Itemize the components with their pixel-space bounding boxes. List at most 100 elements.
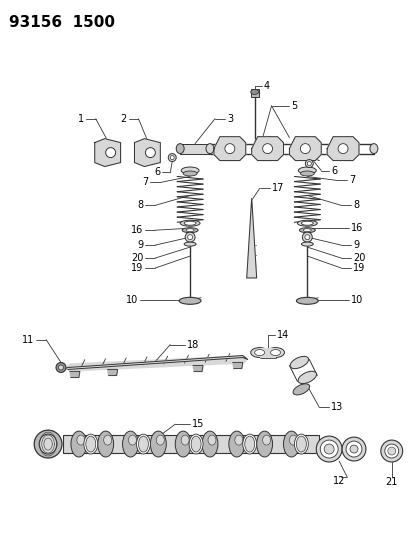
Ellipse shape (296, 436, 306, 452)
Circle shape (56, 362, 66, 373)
Polygon shape (63, 356, 247, 369)
Text: 8: 8 (352, 200, 358, 211)
Text: 20: 20 (131, 253, 143, 263)
Text: 9: 9 (352, 240, 358, 250)
Ellipse shape (34, 430, 62, 458)
Circle shape (337, 144, 347, 154)
Ellipse shape (296, 297, 318, 304)
Circle shape (300, 144, 310, 154)
Circle shape (105, 148, 115, 158)
Circle shape (145, 148, 155, 158)
Ellipse shape (184, 221, 196, 225)
Ellipse shape (290, 357, 308, 369)
Ellipse shape (299, 228, 315, 233)
Ellipse shape (138, 436, 148, 452)
Ellipse shape (136, 434, 150, 454)
Ellipse shape (300, 171, 313, 176)
Circle shape (301, 232, 311, 242)
Ellipse shape (270, 350, 280, 356)
Ellipse shape (85, 436, 95, 452)
Ellipse shape (181, 435, 189, 445)
Circle shape (305, 159, 313, 167)
Ellipse shape (294, 434, 308, 454)
Text: 1: 1 (78, 114, 83, 124)
Ellipse shape (186, 229, 194, 232)
Text: 6: 6 (330, 166, 337, 175)
Ellipse shape (39, 434, 57, 454)
Text: 7: 7 (348, 175, 354, 185)
Circle shape (262, 144, 272, 154)
Circle shape (380, 440, 402, 462)
Text: 9: 9 (137, 240, 143, 250)
Ellipse shape (128, 435, 136, 445)
Ellipse shape (262, 435, 270, 445)
Text: 93156  1500: 93156 1500 (9, 15, 115, 30)
Text: 4: 4 (263, 81, 269, 91)
Text: 13: 13 (330, 402, 342, 412)
Text: 7: 7 (142, 177, 148, 188)
Bar (63, 435, 318, 453)
Ellipse shape (103, 435, 112, 445)
Ellipse shape (189, 434, 202, 454)
Bar (259, 348, 275, 358)
Text: 16: 16 (350, 223, 362, 233)
Ellipse shape (292, 384, 309, 395)
Circle shape (170, 156, 174, 159)
Circle shape (306, 161, 311, 166)
Text: 10: 10 (126, 295, 138, 305)
Polygon shape (326, 136, 358, 160)
Text: 14: 14 (276, 329, 288, 340)
Ellipse shape (297, 372, 316, 384)
Ellipse shape (97, 431, 113, 457)
Ellipse shape (283, 431, 299, 457)
Ellipse shape (184, 242, 196, 246)
Polygon shape (192, 366, 202, 372)
Ellipse shape (156, 435, 164, 445)
Ellipse shape (179, 297, 201, 304)
Text: 8: 8 (137, 200, 143, 211)
Ellipse shape (289, 435, 297, 445)
Ellipse shape (250, 348, 268, 358)
Ellipse shape (316, 436, 341, 462)
Polygon shape (134, 139, 160, 166)
Ellipse shape (345, 441, 361, 457)
Circle shape (224, 144, 234, 154)
Text: 19: 19 (352, 263, 364, 273)
Text: 2: 2 (120, 114, 126, 124)
Polygon shape (107, 369, 117, 375)
Text: 15: 15 (192, 419, 204, 429)
Text: 5: 5 (291, 101, 297, 111)
Ellipse shape (254, 350, 264, 356)
Ellipse shape (183, 171, 197, 176)
Ellipse shape (207, 435, 216, 445)
Ellipse shape (191, 436, 201, 452)
Ellipse shape (323, 444, 333, 454)
Ellipse shape (266, 348, 284, 358)
Ellipse shape (244, 436, 254, 452)
Polygon shape (289, 136, 320, 160)
Text: 21: 21 (385, 477, 397, 487)
Ellipse shape (303, 229, 311, 232)
Text: 12: 12 (332, 476, 344, 486)
Ellipse shape (256, 431, 272, 457)
Polygon shape (232, 362, 242, 368)
Text: 18: 18 (187, 340, 199, 350)
Circle shape (185, 232, 195, 242)
Text: 6: 6 (154, 167, 160, 177)
Polygon shape (246, 198, 256, 278)
Ellipse shape (180, 220, 199, 226)
Bar (250, 89, 258, 97)
Ellipse shape (301, 242, 313, 246)
Circle shape (58, 365, 63, 370)
Circle shape (187, 235, 192, 240)
Ellipse shape (122, 431, 138, 457)
Ellipse shape (182, 228, 197, 233)
Polygon shape (214, 136, 245, 160)
Ellipse shape (320, 440, 337, 458)
Ellipse shape (71, 431, 87, 457)
Text: 20: 20 (352, 253, 365, 263)
Text: 10: 10 (350, 295, 362, 305)
Circle shape (168, 154, 176, 161)
Ellipse shape (341, 437, 365, 461)
Ellipse shape (176, 144, 184, 154)
